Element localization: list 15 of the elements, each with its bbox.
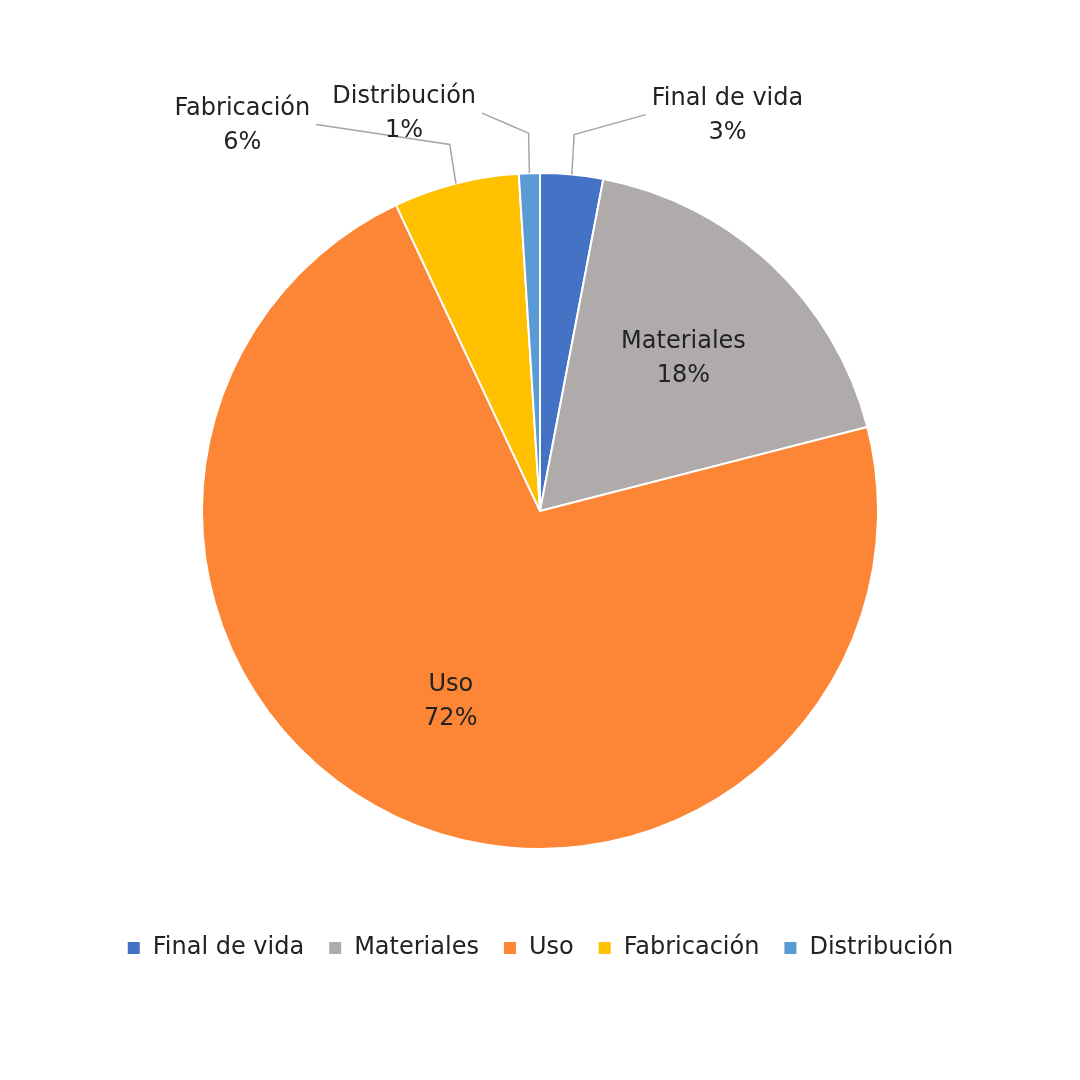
slice-label: Fabricación <box>174 92 311 121</box>
slice-label: Uso <box>428 668 474 697</box>
data-label: 72% <box>424 702 478 731</box>
legend-label: Materiales <box>354 932 479 961</box>
legend-label: Final de vida <box>152 932 305 961</box>
data-label: 1% <box>385 115 424 144</box>
slice-label: Distribución <box>332 81 477 110</box>
data-label: 18% <box>656 360 711 389</box>
data-label: 6% <box>223 126 262 155</box>
legend-label: Fabricación <box>623 932 760 961</box>
legend-label: Uso <box>528 932 574 961</box>
data-label: 3% <box>708 116 747 145</box>
legend-label: Distribución <box>809 932 954 961</box>
slice-label: Final de vida <box>651 82 804 111</box>
slice-label: Materiales <box>621 326 746 355</box>
